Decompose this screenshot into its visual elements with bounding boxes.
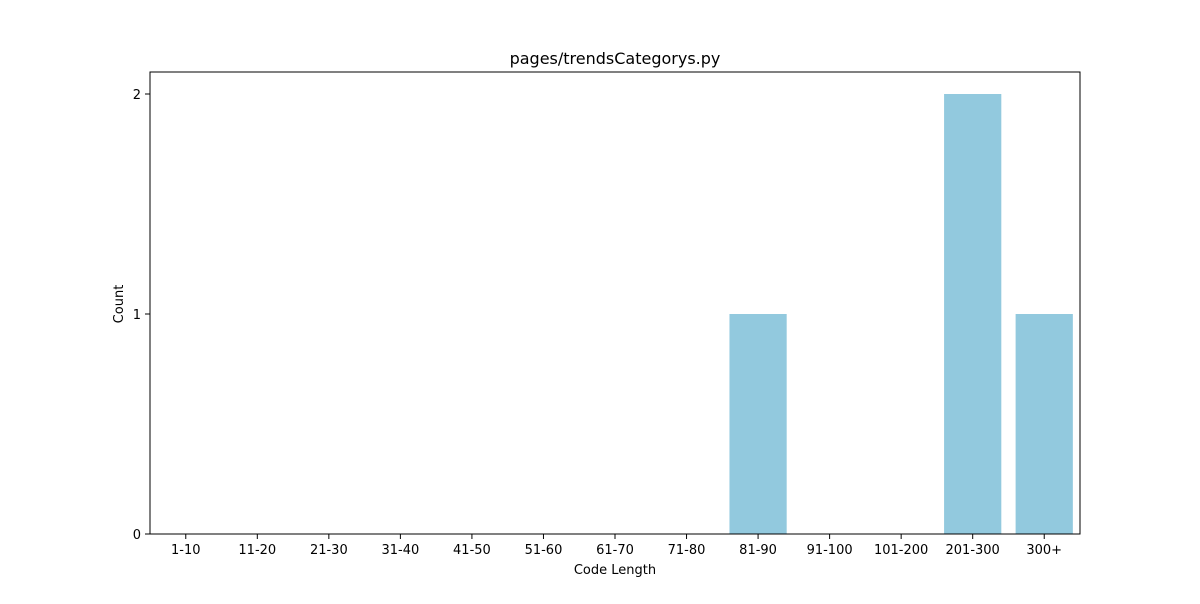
x-tick-label: 31-40 bbox=[381, 543, 419, 558]
x-tick-label: 11-20 bbox=[238, 543, 276, 558]
x-tick-label: 61-70 bbox=[596, 543, 634, 558]
x-tick-label: 41-50 bbox=[453, 543, 491, 558]
bar-81-90 bbox=[729, 314, 787, 534]
y-tick-label: 2 bbox=[133, 88, 141, 103]
x-tick-label: 201-300 bbox=[946, 543, 1000, 558]
y-tick-label: 1 bbox=[133, 308, 141, 323]
x-tick-label: 300+ bbox=[1026, 543, 1062, 558]
x-tick-label: 101-200 bbox=[874, 543, 928, 558]
bar-201-300 bbox=[944, 94, 1002, 534]
y-tick-label: 0 bbox=[133, 528, 141, 543]
x-tick-label: 1-10 bbox=[171, 543, 201, 558]
x-tick-label: 51-60 bbox=[525, 543, 563, 558]
chart-title: pages/trendsCategorys.py bbox=[510, 49, 721, 68]
bar-300+ bbox=[1015, 314, 1073, 534]
x-tick-label: 71-80 bbox=[668, 543, 706, 558]
x-tick-label: 21-30 bbox=[310, 543, 348, 558]
y-axis-label: Count bbox=[112, 285, 127, 324]
x-tick-label: 81-90 bbox=[739, 543, 777, 558]
plot-frame bbox=[149, 71, 1081, 535]
x-axis-label: Code Length bbox=[574, 563, 656, 578]
x-tick-label: 91-100 bbox=[807, 543, 853, 558]
